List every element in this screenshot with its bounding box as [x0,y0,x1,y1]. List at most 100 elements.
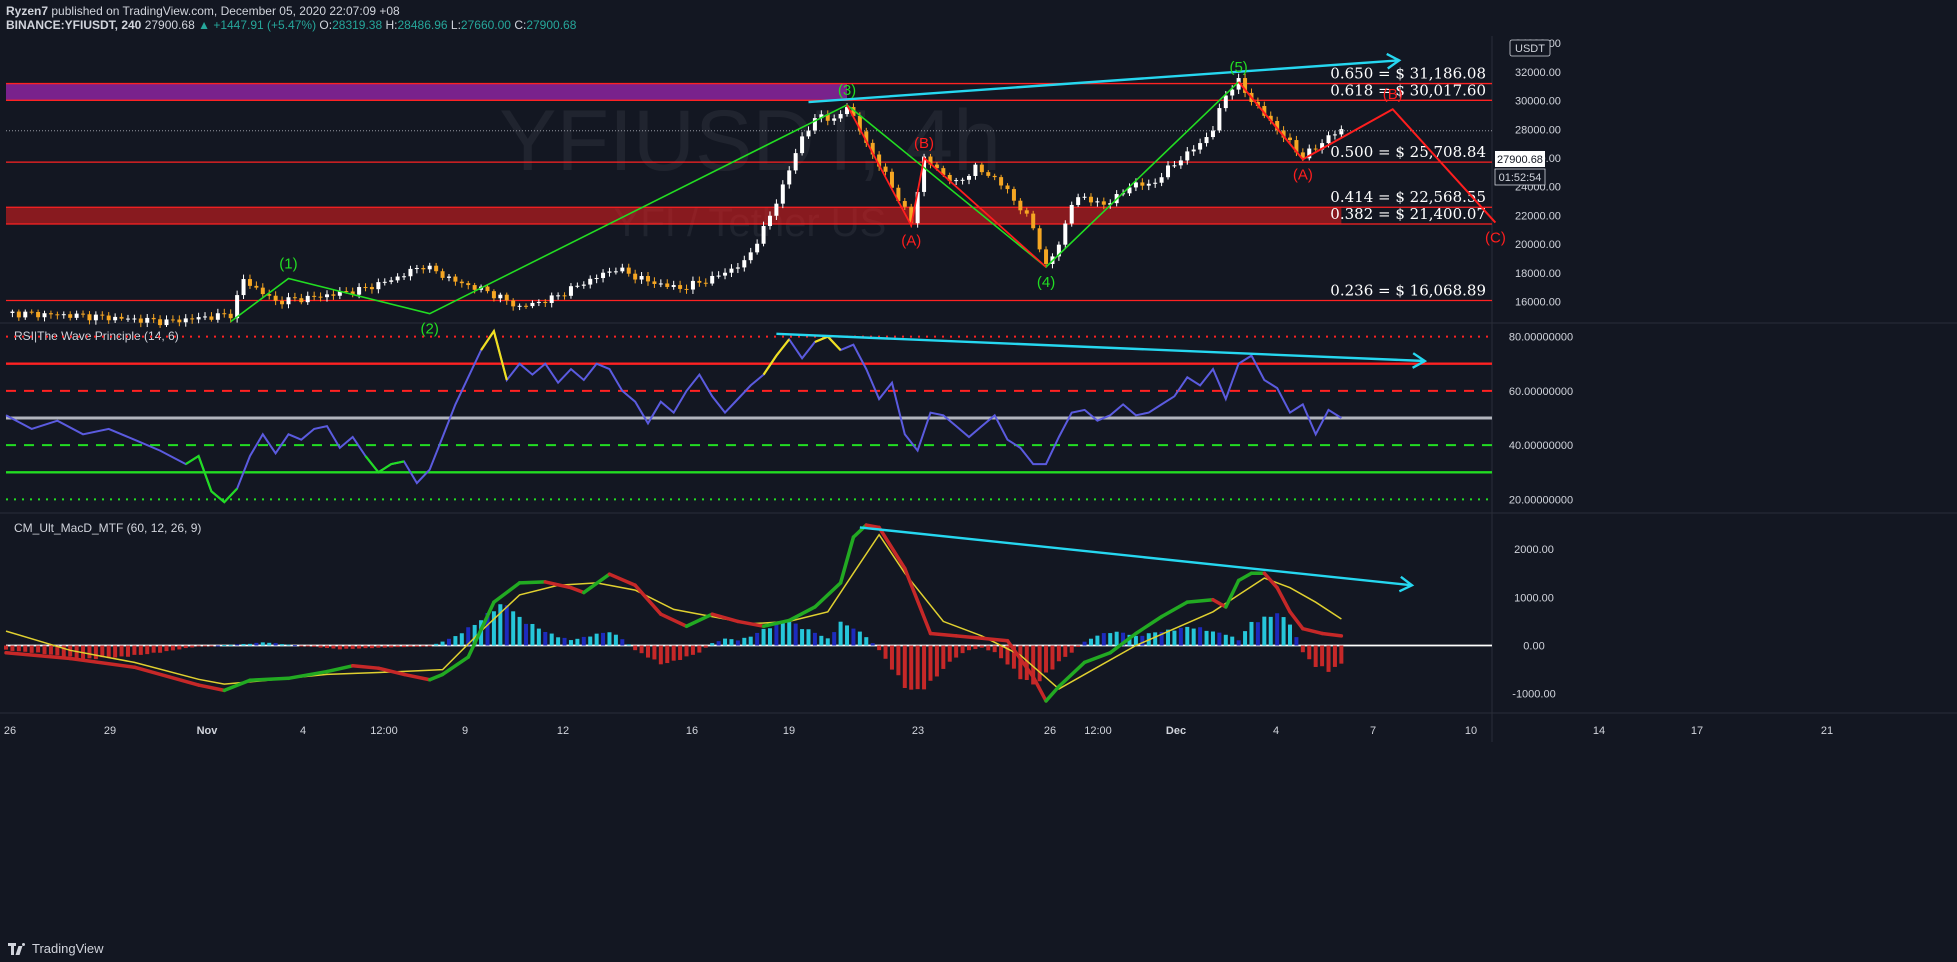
footer-brand[interactable]: TradingView [8,941,104,956]
low-label: L: [450,18,461,32]
candle-body [1198,143,1203,150]
candle-body [286,297,291,305]
macd-line-segment [659,612,689,629]
candle-body [838,114,843,119]
macd-line-segment [761,618,791,629]
fib-label-0.382: 0.382 = $ 21,400.07 [1330,205,1486,223]
histogram-bar [793,623,798,646]
histogram-bar [23,645,28,652]
macd-line-segment [569,585,586,595]
histogram-bar [723,638,728,646]
macd-line-segment [1031,675,1048,703]
candle-body [864,131,869,143]
histogram-bar [209,645,214,647]
candle-body [48,313,53,315]
candle-body [941,168,946,175]
candle-body [697,280,702,283]
candle-body [1127,187,1132,194]
histogram-bar [106,645,111,659]
histogram-bar [703,645,708,648]
macd-line-segment [1044,684,1061,703]
histogram-bar [690,645,695,655]
candle-body [209,316,214,320]
histogram-bar [819,635,824,646]
candle-body [761,226,766,244]
candle-body [601,272,606,279]
countdown-label: 01:52:54 [1499,172,1542,184]
histogram-bar [421,645,426,647]
time-tick-label: 4 [300,725,306,737]
candle-body [1018,200,1023,211]
fib-label-0.236: 0.236 = $ 16,068.89 [1330,281,1486,299]
high-label: H: [385,18,398,32]
time-tick-label: 23 [912,725,924,737]
wave-label: (5) [1229,59,1247,76]
rsi-trendline-arrow-icon [1412,352,1428,369]
candle-body [151,317,156,320]
histogram-bar [1018,645,1023,680]
histogram-bar [466,627,471,646]
histogram-bar [151,645,156,653]
candle-body [254,285,259,288]
histogram-bar [446,638,451,646]
macd-line-segment [1262,571,1279,590]
histogram-bar [613,634,618,646]
candle-body [504,294,509,301]
histogram-bar [877,645,882,651]
candle-body [325,294,329,298]
macd-line-segment [517,580,548,585]
candle-body [158,319,163,326]
histogram-bar [678,645,683,660]
histogram-bar [684,645,689,657]
candle-body [440,271,445,278]
candle-body [1300,152,1305,159]
candle-body [1223,95,1228,109]
histogram-bar [260,642,265,646]
symbol-name[interactable]: BINANCE:YFIUSDT, 240 [6,18,142,32]
candle-body [241,279,246,296]
candle-body [1076,197,1081,205]
candle-body [344,291,349,293]
histogram-bar [1114,631,1119,646]
macd-line-segment [928,631,958,638]
candle-body [267,294,272,296]
candle-body [170,319,175,321]
macd-line-segment [1134,614,1164,636]
histogram-bar [665,645,670,664]
macd-line-segment [838,535,856,585]
histogram-bar [1249,621,1254,646]
histogram-bar [408,645,413,647]
candle-body [684,288,689,290]
publisher-name[interactable]: Ryzen7 [6,4,49,18]
candle-body [767,215,772,227]
histogram-bar [922,645,927,690]
candle-body [1230,89,1235,96]
candle-body [382,281,387,283]
candle-body [1095,201,1100,203]
histogram-bar [138,645,143,655]
histogram-bar [787,621,792,646]
currency-badge-box [1509,39,1551,57]
candle-body [1332,134,1337,136]
rsi-panel: RSI|The Wave Principle (14, 6) 20.0000000… [5,328,1573,506]
candle-body [164,319,169,326]
histogram-bar [1037,645,1042,682]
candle-body [568,286,573,296]
macd-line-segment [1211,597,1228,609]
candle-body [1159,177,1164,183]
close-value: 27900.68 [526,18,577,32]
histogram-bar [280,644,285,646]
histogram-bar [549,633,554,646]
macd-trendline [859,526,1413,587]
histogram-bar [357,645,362,649]
candle-body [960,179,965,181]
macd-line-segment [4,651,72,661]
histogram-bar [1069,645,1074,653]
histogram-bar [1121,632,1126,646]
candle-body [203,316,208,318]
macd-line-segment [1057,660,1087,689]
histogram-bar [42,645,47,655]
macd-line-segment [1159,600,1190,619]
candle-body [1024,210,1029,214]
